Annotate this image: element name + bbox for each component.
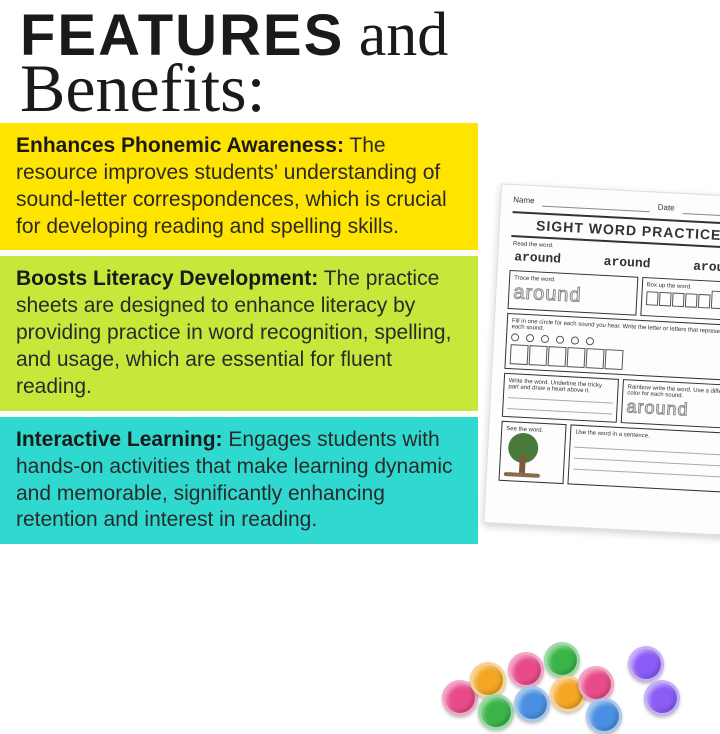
feature-block-0: Enhances Phonemic Awareness: The resourc…: [0, 123, 478, 251]
ws-word-1: around: [514, 249, 562, 266]
feature-block-1: Boosts Literacy Development: The practic…: [0, 256, 478, 410]
token-chip: [508, 652, 544, 688]
ws-fill-section: Fill in one circle for each sound you he…: [504, 313, 720, 381]
ws-name-label: Name: [513, 195, 535, 206]
ws-name-line: [542, 197, 650, 213]
ws-write-box: Write the word. Underline the tricky par…: [502, 373, 619, 423]
worksheet-preview: Name Date SIGHT WORD PRACTICE Read the w…: [483, 183, 720, 536]
ws-trace-word: around: [513, 281, 633, 310]
tree-icon: [504, 432, 542, 478]
ws-rainbow-word: around: [626, 396, 720, 422]
ws-date-line: [682, 204, 720, 217]
token-chip: [544, 642, 580, 678]
ws-word-2: around: [603, 254, 651, 271]
ws-word-3: around: [693, 259, 720, 276]
feature-title: Interactive Learning:: [16, 428, 223, 451]
feature-block-2: Interactive Learning: Engages students w…: [0, 417, 478, 545]
tokens-decoration: [430, 622, 690, 732]
ws-sentence-box: Use the word in a sentence.: [568, 424, 720, 493]
title-and: and: [359, 1, 449, 69]
page-title: FEATURES and Benefits:: [0, 0, 720, 119]
ws-date-label: Date: [657, 203, 674, 214]
feature-title: Enhances Phonemic Awareness:: [16, 134, 344, 157]
token-chip: [470, 662, 506, 698]
ws-trace-box: Trace the word. around: [508, 270, 639, 316]
ws-see-box: See the word.: [499, 421, 567, 484]
ws-boxes: [646, 291, 720, 310]
token-chip: [628, 646, 664, 682]
token-chip: [514, 686, 550, 722]
feature-title: Boosts Literacy Development:: [16, 267, 318, 290]
token-chip: [644, 680, 680, 716]
token-chip: [478, 694, 514, 730]
ws-rainbow-box: Rainbow write the word. Use a different …: [621, 379, 720, 429]
ws-boxup: Box up the word.: [640, 277, 720, 321]
token-chip: [578, 666, 614, 702]
token-chip: [586, 698, 622, 734]
